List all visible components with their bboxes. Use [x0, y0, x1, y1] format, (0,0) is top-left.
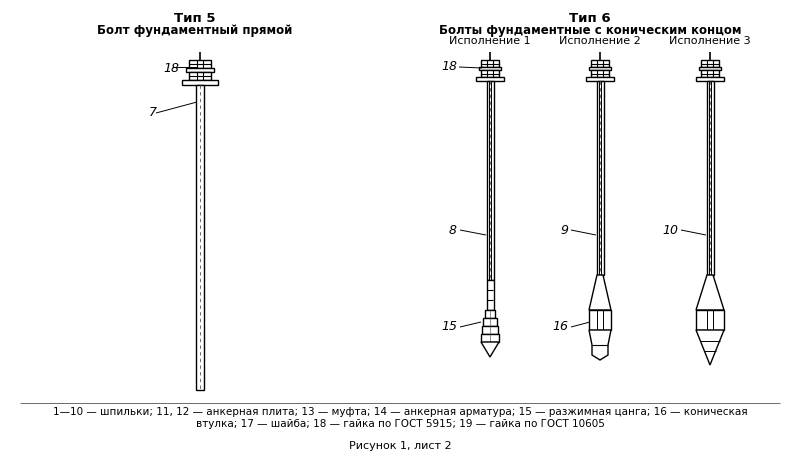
Text: 18: 18 [441, 60, 457, 74]
Bar [707, 81, 714, 275]
Text: 18: 18 [163, 61, 179, 75]
Bar [487, 280, 494, 310]
Text: 7: 7 [149, 106, 157, 120]
Bar [481, 70, 499, 77]
Bar [481, 60, 499, 67]
Bar [189, 72, 211, 80]
Text: Болт фундаментный прямой: Болт фундаментный прямой [98, 24, 293, 37]
Bar [696, 77, 724, 81]
Bar [479, 67, 501, 70]
Bar [196, 85, 204, 390]
Text: Рисунок 1, лист 2: Рисунок 1, лист 2 [349, 441, 451, 451]
Polygon shape [696, 275, 724, 310]
Text: Тип 6: Тип 6 [569, 12, 611, 25]
Text: 10: 10 [662, 224, 678, 237]
Polygon shape [589, 330, 611, 360]
Bar [186, 68, 214, 72]
Bar [485, 310, 495, 318]
Text: 15: 15 [441, 321, 457, 333]
Polygon shape [589, 275, 611, 310]
Bar [589, 67, 611, 70]
Text: 8: 8 [449, 224, 457, 237]
Bar [597, 81, 604, 275]
Text: Тип 5: Тип 5 [174, 12, 216, 25]
Bar [591, 60, 609, 67]
Bar [701, 70, 719, 77]
Bar [589, 310, 611, 330]
Bar [487, 81, 494, 280]
Bar [476, 77, 504, 81]
Bar [483, 318, 497, 326]
Bar [696, 310, 724, 330]
Text: 16: 16 [552, 321, 568, 333]
Bar [481, 334, 499, 342]
Polygon shape [481, 342, 499, 357]
Bar [701, 60, 719, 67]
Text: Исполнение 3: Исполнение 3 [669, 36, 751, 46]
Bar [189, 60, 211, 68]
Text: втулка; 17 — шайба; 18 — гайка по ГОСТ 5915; 19 — гайка по ГОСТ 10605: втулка; 17 — шайба; 18 — гайка по ГОСТ 5… [195, 419, 605, 429]
Bar [182, 80, 218, 85]
Text: 1—10 — шпильки; 11, 12 — анкерная плита; 13 — муфта; 14 — анкерная арматура; 15 : 1—10 — шпильки; 11, 12 — анкерная плита;… [53, 407, 747, 417]
Text: Болты фундаментные с коническим концом: Болты фундаментные с коническим концом [438, 24, 742, 37]
Bar [586, 77, 614, 81]
Bar [699, 67, 721, 70]
Text: Исполнение 2: Исполнение 2 [559, 36, 641, 46]
Polygon shape [696, 330, 724, 365]
Text: Исполнение 1: Исполнение 1 [449, 36, 531, 46]
Text: 9: 9 [560, 224, 568, 237]
Bar [591, 70, 609, 77]
Bar [482, 326, 498, 334]
